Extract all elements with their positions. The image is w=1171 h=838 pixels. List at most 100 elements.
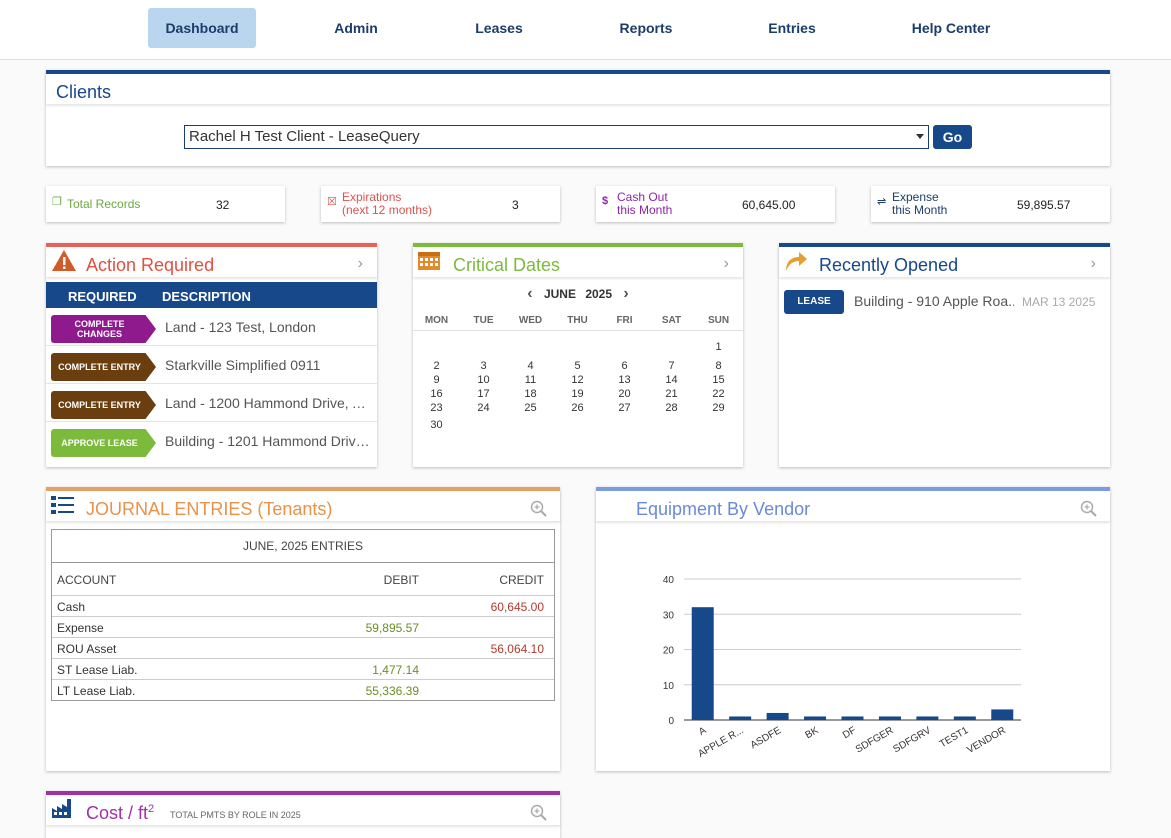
chevron-right-icon[interactable]: › bbox=[357, 255, 363, 272]
calendar-day[interactable]: 11 bbox=[524, 374, 537, 386]
chevron-right-icon[interactable]: › bbox=[1090, 255, 1096, 272]
calendar-day[interactable]: 10 bbox=[477, 374, 490, 386]
chart-bar[interactable] bbox=[991, 709, 1014, 720]
calendar-day[interactable]: 28 bbox=[665, 402, 678, 414]
y-tick-label: 40 bbox=[663, 575, 675, 586]
calendar-year: 2025 bbox=[585, 287, 613, 301]
action-description[interactable]: Building - 1201 Hammond Drive,... bbox=[165, 433, 375, 449]
critical-dates-panel: Critical Dates › ‹ JUNE 2025 › MON TUE W… bbox=[413, 243, 743, 467]
account-name: ST Lease Liab. bbox=[57, 663, 138, 677]
calendar-day[interactable]: 29 bbox=[712, 402, 725, 414]
action-row[interactable]: COMPLETE CHANGES Land - 123 Test, London bbox=[46, 308, 377, 346]
cost-header: Cost / ft2 TOTAL PMTS BY ROLE IN 2025 bbox=[46, 795, 560, 825]
journal-period: JUNE, 2025 ENTRIES bbox=[242, 539, 364, 553]
calendar-day[interactable]: 2 bbox=[433, 360, 440, 372]
factory-icon bbox=[52, 799, 71, 818]
nav-reports[interactable]: Reports bbox=[619, 20, 673, 36]
action-row[interactable]: COMPLETE ENTRY Land - 1200 Hammond Drive… bbox=[46, 384, 377, 422]
nav-admin[interactable]: Admin bbox=[334, 20, 378, 36]
calendar-day[interactable]: 26 bbox=[571, 402, 584, 414]
stat-total-records[interactable]: ❐ Total Records 32 bbox=[46, 186, 285, 222]
action-required-panel: Action Required › REQUIRED DESCRIPTION C… bbox=[46, 243, 377, 467]
stat-expense[interactable]: ⇌ Expense this Month 59,895.57 bbox=[871, 186, 1110, 222]
calendar-day[interactable]: 22 bbox=[712, 388, 725, 400]
calendar-day[interactable]: 14 bbox=[665, 374, 678, 386]
journal-header: JOURNAL ENTRIES (Tenants) bbox=[46, 491, 560, 521]
calendar-day[interactable]: 23 bbox=[430, 402, 443, 414]
stat-cash-out[interactable]: $ Cash Out this Month 60,645.00 bbox=[596, 186, 835, 222]
go-button[interactable]: Go bbox=[933, 125, 972, 149]
column-description: DESCRIPTION bbox=[162, 289, 251, 304]
debit-value: 59,895.57 bbox=[365, 621, 419, 635]
calendar-day[interactable]: 5 bbox=[574, 360, 581, 372]
column-account: ACCOUNT bbox=[57, 573, 117, 587]
journal-table: JUNE, 2025 ENTRIES ACCOUNT DEBIT CREDIT … bbox=[51, 529, 555, 701]
action-description[interactable]: Land - 1200 Hammond Drive, At... bbox=[165, 395, 375, 411]
account-name: ROU Asset bbox=[57, 642, 117, 656]
nav-leases[interactable]: Leases bbox=[475, 20, 523, 36]
calendar-day[interactable]: 12 bbox=[571, 374, 584, 386]
stat-label-sub: this Month bbox=[892, 203, 948, 217]
calendar-day[interactable]: 7 bbox=[668, 360, 675, 372]
zoom-icon[interactable] bbox=[530, 500, 548, 518]
client-select[interactable]: Rachel H Test Client - LeaseQuery bbox=[184, 125, 929, 149]
zoom-icon[interactable] bbox=[1080, 500, 1098, 518]
stat-value: 3 bbox=[512, 198, 519, 212]
calendar-day[interactable]: 3 bbox=[480, 360, 487, 372]
chart-bar[interactable] bbox=[729, 716, 752, 720]
zoom-icon[interactable] bbox=[530, 804, 548, 822]
nav-entries[interactable]: Entries bbox=[768, 20, 816, 36]
cost-subtitle: TOTAL PMTS BY ROLE IN 2025 bbox=[170, 810, 301, 820]
calendar-day[interactable]: 13 bbox=[618, 374, 631, 386]
chart-bar[interactable] bbox=[841, 716, 864, 720]
client-select-value: Rachel H Test Client - LeaseQuery bbox=[189, 128, 420, 145]
calendar-day[interactable]: 30 bbox=[430, 419, 443, 431]
credit-value: 56,064.10 bbox=[490, 642, 544, 656]
calendar-day[interactable]: 16 bbox=[430, 388, 443, 400]
calendar-day[interactable]: 17 bbox=[477, 388, 490, 400]
calendar-day[interactable]: 21 bbox=[665, 388, 678, 400]
calendar-day[interactable]: 8 bbox=[715, 360, 722, 372]
column-credit: CREDIT bbox=[499, 573, 544, 587]
nav-help-center[interactable]: Help Center bbox=[911, 20, 991, 36]
x-tick-label: A bbox=[697, 725, 709, 738]
chart-bar[interactable] bbox=[766, 712, 789, 720]
table-row: ST Lease Liab. 1,477.14 bbox=[52, 658, 554, 679]
y-tick-label: 30 bbox=[663, 610, 675, 621]
action-row[interactable]: APPROVE LEASE Building - 1201 Hammond Dr… bbox=[46, 422, 377, 460]
tag-badge[interactable]: APPROVE LEASE bbox=[51, 429, 156, 457]
calendar-day[interactable]: 4 bbox=[527, 360, 534, 372]
calendar-day[interactable]: 18 bbox=[524, 388, 537, 400]
calendar-day[interactable]: 27 bbox=[618, 402, 631, 414]
recent-item-name[interactable]: Building - 910 Apple Roa... bbox=[854, 293, 1014, 309]
recent-item[interactable]: LEASE Building - 910 Apple Roa... MAR 13… bbox=[779, 287, 1110, 319]
calendar-day[interactable]: 6 bbox=[621, 360, 628, 372]
calendar-day[interactable]: 15 bbox=[712, 374, 725, 386]
chart-bar[interactable] bbox=[953, 716, 976, 720]
tag-badge[interactable]: COMPLETE ENTRY bbox=[51, 353, 156, 381]
stat-expirations[interactable]: ☒ Expirations (next 12 months) 3 bbox=[321, 186, 560, 222]
calendar-day[interactable]: 20 bbox=[618, 388, 631, 400]
action-description[interactable]: Starkville Simplified 0911 bbox=[165, 357, 321, 373]
calendar-day[interactable]: 9 bbox=[433, 374, 440, 386]
action-row[interactable]: COMPLETE ENTRY Starkville Simplified 091… bbox=[46, 346, 377, 384]
chart-bar[interactable] bbox=[691, 607, 714, 720]
calendar-day[interactable]: 1 bbox=[715, 341, 722, 353]
tag-badge[interactable]: COMPLETE CHANGES bbox=[51, 315, 156, 343]
next-month-icon[interactable]: › bbox=[623, 285, 629, 302]
chart-bar[interactable] bbox=[804, 716, 827, 720]
action-required-table-header: REQUIRED DESCRIPTION bbox=[46, 282, 377, 308]
chart-bar[interactable] bbox=[878, 716, 901, 720]
calendar-day[interactable]: 24 bbox=[477, 402, 490, 414]
calendar-day[interactable]: 19 bbox=[571, 388, 584, 400]
cost-title: Cost / ft2 bbox=[86, 803, 154, 824]
chevron-right-icon[interactable]: › bbox=[723, 255, 729, 272]
tag-badge[interactable]: COMPLETE ENTRY bbox=[51, 391, 156, 419]
chart-bar[interactable] bbox=[916, 716, 939, 720]
nav-dashboard[interactable]: Dashboard bbox=[148, 8, 256, 48]
list-icon bbox=[51, 496, 74, 514]
action-description[interactable]: Land - 123 Test, London bbox=[165, 319, 316, 335]
calendar-day[interactable]: 25 bbox=[524, 402, 537, 414]
previous-month-icon[interactable]: ‹ bbox=[527, 285, 533, 302]
